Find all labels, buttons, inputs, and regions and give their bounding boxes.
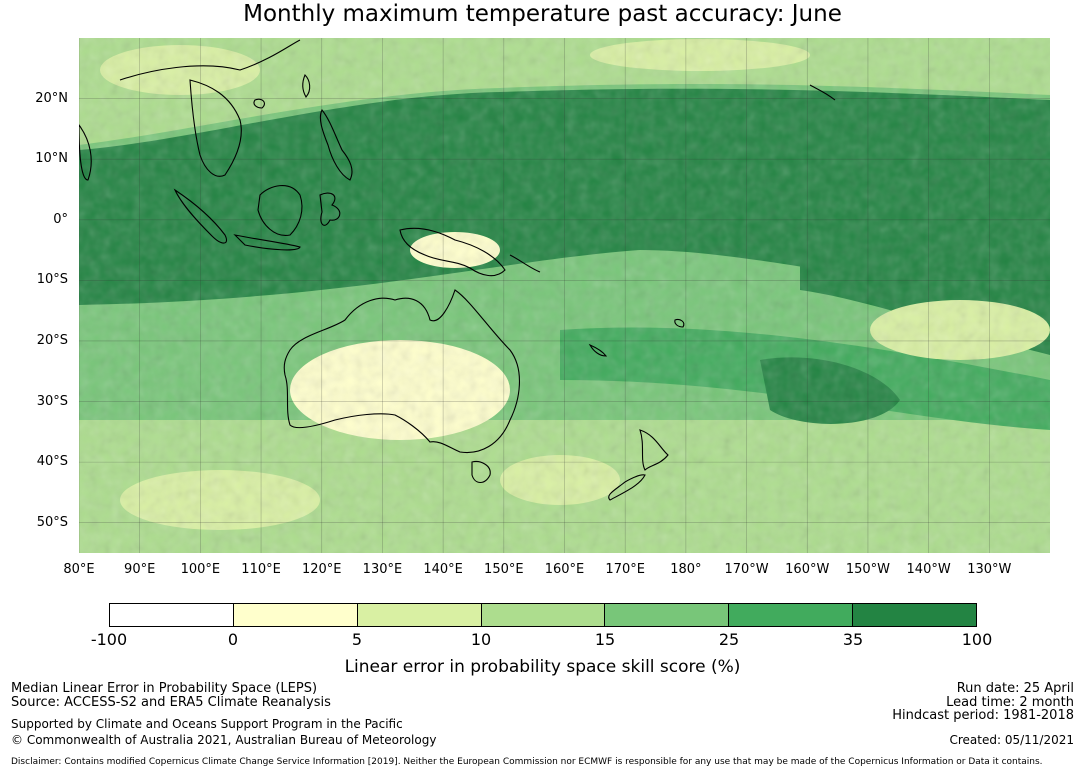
longitude-label: 90°E [124, 562, 156, 577]
colorbar-label: Linear error in probability space skill … [344, 657, 741, 677]
footer-run-date: Run date: 25 April [956, 681, 1074, 696]
colorbar [109, 603, 977, 627]
longitude-label: 110°E [241, 562, 281, 577]
nz-south-coastline [608, 474, 646, 501]
footer-hindcast: Hindcast period: 1981-2018 [892, 708, 1074, 723]
footer-lead-time: Lead time: 2 month [946, 695, 1074, 710]
longitude-label: 160°E [544, 562, 585, 577]
colorbar-segment [604, 604, 729, 626]
longitude-label: 100°E [180, 562, 221, 577]
latitude-label: 30°S [36, 393, 68, 409]
indochina-coastline [189, 79, 242, 177]
longitude-label: 180° [670, 562, 702, 577]
longitude-label: 130°E [362, 562, 403, 577]
graticule [79, 38, 1050, 553]
colorbar-tick-label: -100 [90, 630, 128, 649]
fiji-coastline [674, 318, 685, 328]
colorbar-tick-label: 100 [961, 630, 993, 649]
sumatra-coastline [173, 188, 228, 244]
longitude-label: 140°W [906, 562, 951, 577]
colorbar-tick-label: 10 [470, 630, 492, 649]
longitude-label: 160°W [785, 562, 830, 577]
colorbar-segment [480, 604, 605, 626]
longitude-label: 120°E [301, 562, 342, 577]
australia-coastline [283, 289, 521, 454]
skill-score-map [79, 38, 1050, 553]
longitude-label: 150°W [845, 562, 891, 577]
longitude-label: 170°W [724, 562, 769, 577]
colorbar-tick-label: 25 [718, 630, 740, 649]
tasmania-coastline [471, 461, 491, 484]
longitude-label: 80°E [63, 562, 95, 577]
new-caledonia-coastline [588, 343, 608, 357]
borneo-coastline [257, 185, 303, 236]
coastlines [79, 39, 836, 501]
solomon-coastline [509, 254, 541, 273]
colorbar-tick-label: 15 [594, 630, 616, 649]
latitude-label: 40°S [36, 454, 68, 470]
footer-disclaimer: Disclaimer: Contains modified Copernicus… [11, 757, 1043, 767]
colorbar-segment [356, 604, 481, 626]
latitude-label: 10°S [36, 272, 68, 288]
colorbar-tick-label: 35 [842, 630, 864, 649]
map-title: Monthly maximum temperature past accurac… [243, 1, 842, 27]
hainan-coastline [253, 98, 265, 109]
latitude-label: 50°S [36, 514, 68, 530]
footer-copyright: © Commonwealth of Australia 2021, Austra… [11, 733, 437, 747]
latitude-label: 0° [53, 211, 68, 227]
footer-support: Supported by Climate and Oceans Support … [11, 717, 403, 731]
latitude-label: 20°N [35, 90, 68, 106]
colorbar-segment [728, 604, 853, 626]
hawaii-coastline [809, 84, 836, 101]
longitude-label: 170°E [605, 562, 645, 577]
colorbar-segment [232, 604, 357, 626]
java-coastline [233, 234, 301, 251]
sulawesi-coastline [319, 192, 341, 226]
colorbar-segment [852, 604, 977, 626]
india-coastline [79, 124, 92, 181]
longitude-label: 150°E [484, 562, 524, 577]
new-guinea-coastline [399, 227, 506, 277]
colorbar-segment [110, 604, 233, 626]
nz-north-coastline [639, 429, 669, 471]
china-coastline [119, 39, 301, 81]
taiwan-coastline [302, 74, 311, 98]
latitude-label: 20°S [36, 332, 68, 348]
longitude-label: 130°W [967, 562, 1012, 577]
longitude-label: 140°E [423, 562, 463, 577]
colorbar-tick-label: 0 [227, 630, 239, 649]
philippines-coastline [319, 108, 353, 181]
footer-created: Created: 05/11/2021 [949, 733, 1074, 747]
colorbar-tick-label: 5 [351, 630, 363, 649]
footer-leps: Median Linear Error in Probability Space… [11, 681, 318, 696]
footer-source: Source: ACCESS-S2 and ERA5 Climate Reana… [11, 695, 331, 710]
latitude-label: 10°N [35, 151, 68, 167]
